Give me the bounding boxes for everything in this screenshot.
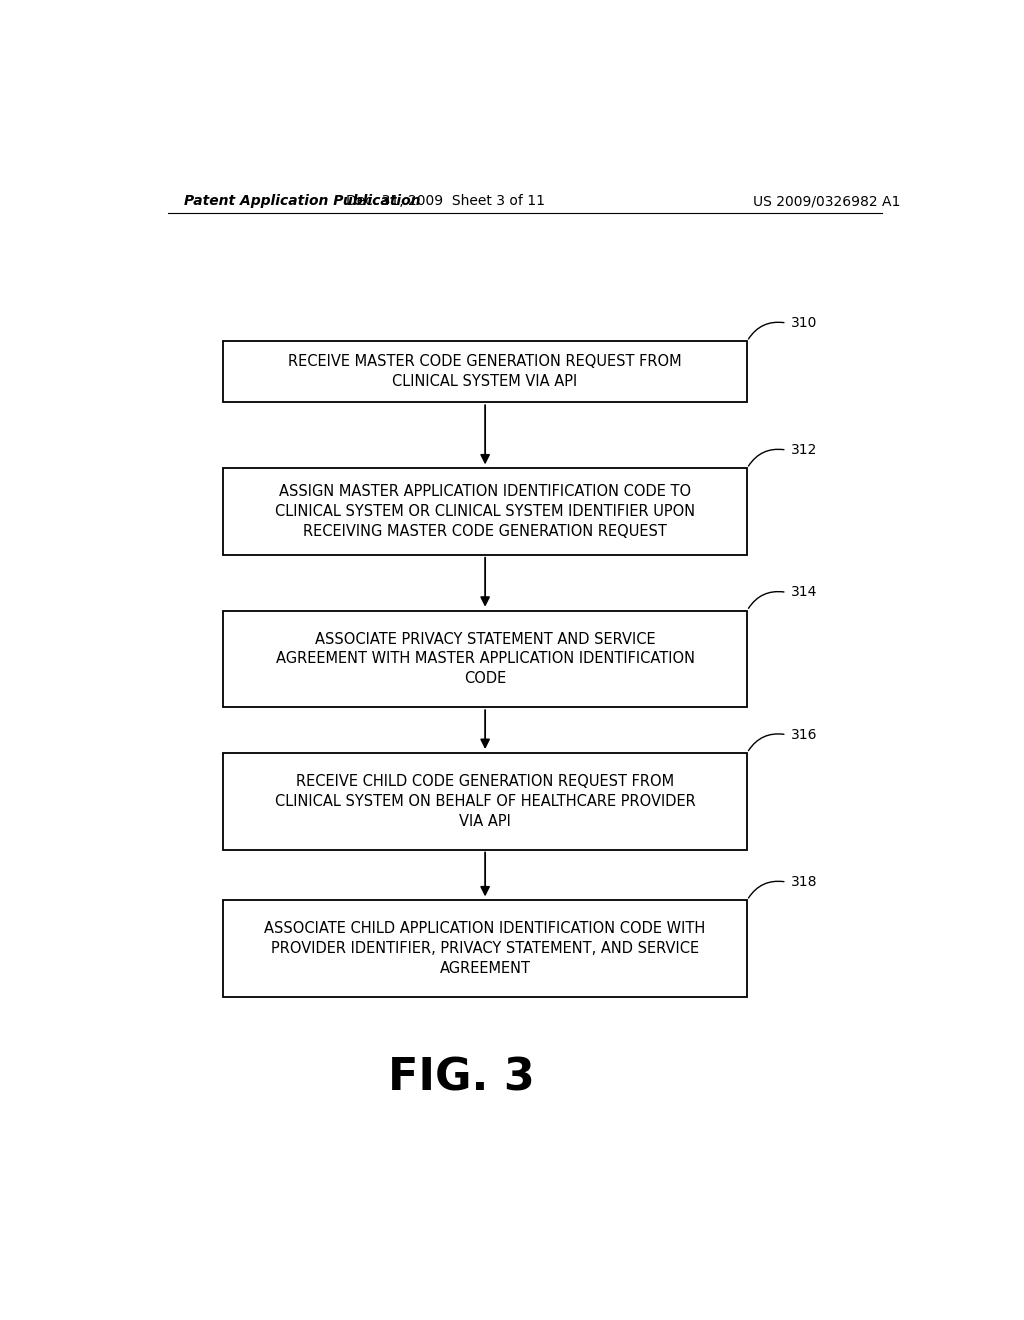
Bar	[223, 900, 748, 997]
Text: ASSIGN MASTER APPLICATION IDENTIFICATION CODE TO
CLINICAL SYSTEM OR CLINICAL SYS: ASSIGN MASTER APPLICATION IDENTIFICATION…	[275, 484, 695, 539]
Text: 316: 316	[791, 727, 817, 742]
Bar	[223, 611, 748, 708]
Text: 310: 310	[791, 315, 817, 330]
Bar	[223, 342, 748, 403]
Bar	[223, 752, 748, 850]
Text: ASSOCIATE PRIVACY STATEMENT AND SERVICE
AGREEMENT WITH MASTER APPLICATION IDENTI: ASSOCIATE PRIVACY STATEMENT AND SERVICE …	[275, 632, 694, 686]
Bar	[223, 469, 748, 554]
Text: ASSOCIATE CHILD APPLICATION IDENTIFICATION CODE WITH
PROVIDER IDENTIFIER, PRIVAC: ASSOCIATE CHILD APPLICATION IDENTIFICATI…	[264, 921, 706, 975]
Text: 312: 312	[791, 444, 817, 457]
Text: RECEIVE CHILD CODE GENERATION REQUEST FROM
CLINICAL SYSTEM ON BEHALF OF HEALTHCA: RECEIVE CHILD CODE GENERATION REQUEST FR…	[274, 774, 695, 829]
Text: FIG. 3: FIG. 3	[388, 1057, 535, 1100]
Text: US 2009/0326982 A1: US 2009/0326982 A1	[753, 194, 900, 209]
Text: 318: 318	[791, 875, 817, 890]
Text: Patent Application Publication: Patent Application Publication	[183, 194, 420, 209]
Text: RECEIVE MASTER CODE GENERATION REQUEST FROM
CLINICAL SYSTEM VIA API: RECEIVE MASTER CODE GENERATION REQUEST F…	[289, 355, 682, 389]
Text: Dec. 31, 2009  Sheet 3 of 11: Dec. 31, 2009 Sheet 3 of 11	[346, 194, 545, 209]
Text: 314: 314	[791, 585, 817, 599]
